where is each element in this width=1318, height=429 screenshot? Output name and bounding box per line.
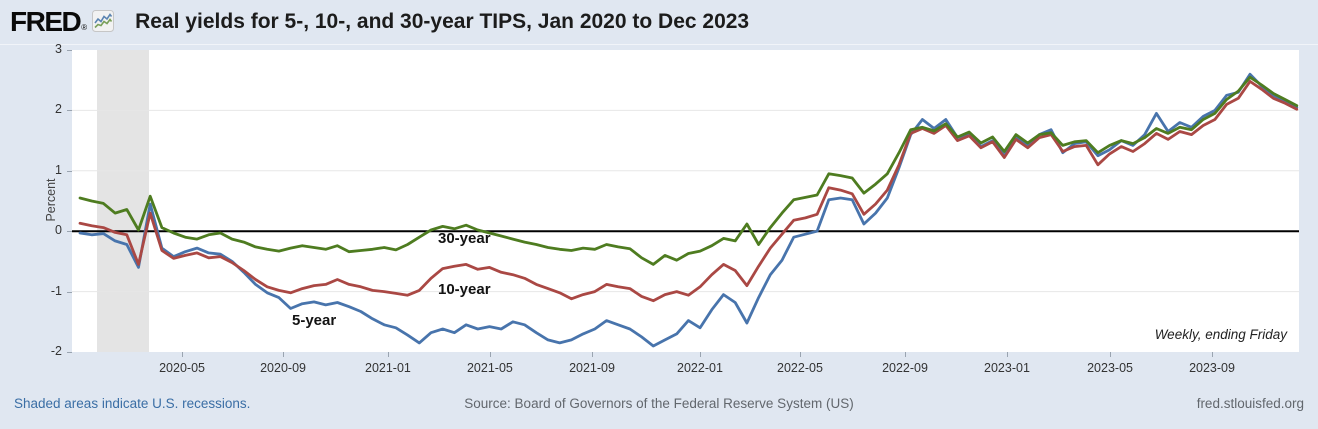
- plot-area[interactable]: 30-year 10-year 5-year Weekly, ending Fr…: [72, 50, 1299, 352]
- x-tick-label: 2022-05: [777, 361, 823, 375]
- y-tick-label: 2: [55, 102, 62, 117]
- y-tick-label: 0: [55, 223, 62, 238]
- x-tick-mark: [1212, 352, 1213, 357]
- x-tick-mark: [1110, 352, 1112, 357]
- x-tick-label: 2023-01: [984, 361, 1030, 375]
- x-tick-label: 2023-05: [1087, 361, 1133, 375]
- y-tick-label: 1: [55, 162, 62, 177]
- series-line-5-year: [78, 72, 1299, 348]
- y-tick-mark: [67, 291, 72, 293]
- fred-logo[interactable]: FRED ®: [10, 6, 115, 37]
- x-tick-mark: [387, 352, 389, 357]
- x-tick-label: 2022-09: [882, 361, 928, 375]
- x-tick-mark: [489, 352, 491, 357]
- y-tick-mark: [67, 170, 72, 172]
- x-tick-mark: [182, 352, 184, 357]
- chart-header: FRED ® Real yields for 5-, 10-, and 30-y…: [10, 0, 749, 44]
- x-tick-label: 2020-09: [260, 361, 306, 375]
- x-tick-mark: [905, 352, 906, 357]
- fred-logo-text: FRED: [10, 6, 82, 37]
- series-label-5-year: 5-year: [292, 312, 337, 329]
- fred-site-link[interactable]: fred.stlouisfed.org: [1196, 396, 1304, 411]
- y-tick-mark: [67, 352, 72, 353]
- x-tick-mark: [283, 352, 285, 357]
- y-tick-label: -1: [50, 283, 62, 298]
- x-tick-mark: [592, 352, 593, 357]
- x-tick-mark: [699, 352, 701, 357]
- series-label-10-year: 10-year: [438, 281, 491, 298]
- y-tick-label: 3: [55, 42, 62, 56]
- y-axis-label: Percent: [44, 178, 58, 222]
- frequency-note: Weekly, ending Friday: [1154, 327, 1287, 342]
- series-line-30-year: [78, 75, 1299, 266]
- series-line-10-year: [78, 79, 1299, 303]
- x-tick-label: 2021-01: [365, 361, 411, 375]
- x-tick-label: 2021-05: [466, 361, 513, 375]
- x-tick-label: 2022-01: [677, 361, 723, 375]
- x-tick-label: 2023-09: [1189, 361, 1235, 375]
- header-divider: [0, 44, 1318, 45]
- y-tick-mark: [67, 231, 72, 233]
- x-tick-mark: [799, 352, 801, 357]
- y-tick-mark: [67, 50, 72, 51]
- y-tick-label: -2: [50, 344, 62, 358]
- series-label-30-year: 30-year: [438, 230, 491, 247]
- recessions-link[interactable]: Shaded areas indicate U.S. recessions.: [14, 396, 251, 411]
- fred-graph-icon: [92, 10, 115, 32]
- y-tick-mark: [67, 110, 72, 112]
- chart-canvas: [72, 50, 1299, 352]
- x-tick-mark: [1006, 352, 1008, 357]
- registered-trademark: ®: [81, 23, 88, 32]
- source-text: Source: Board of Governors of the Federa…: [464, 396, 854, 411]
- x-tick-label: 2020-05: [159, 361, 205, 375]
- x-tick-label: 2021-09: [569, 361, 615, 375]
- chart-title: Real yields for 5-, 10-, and 30-year TIP…: [135, 10, 750, 33]
- recession-band: [97, 50, 149, 352]
